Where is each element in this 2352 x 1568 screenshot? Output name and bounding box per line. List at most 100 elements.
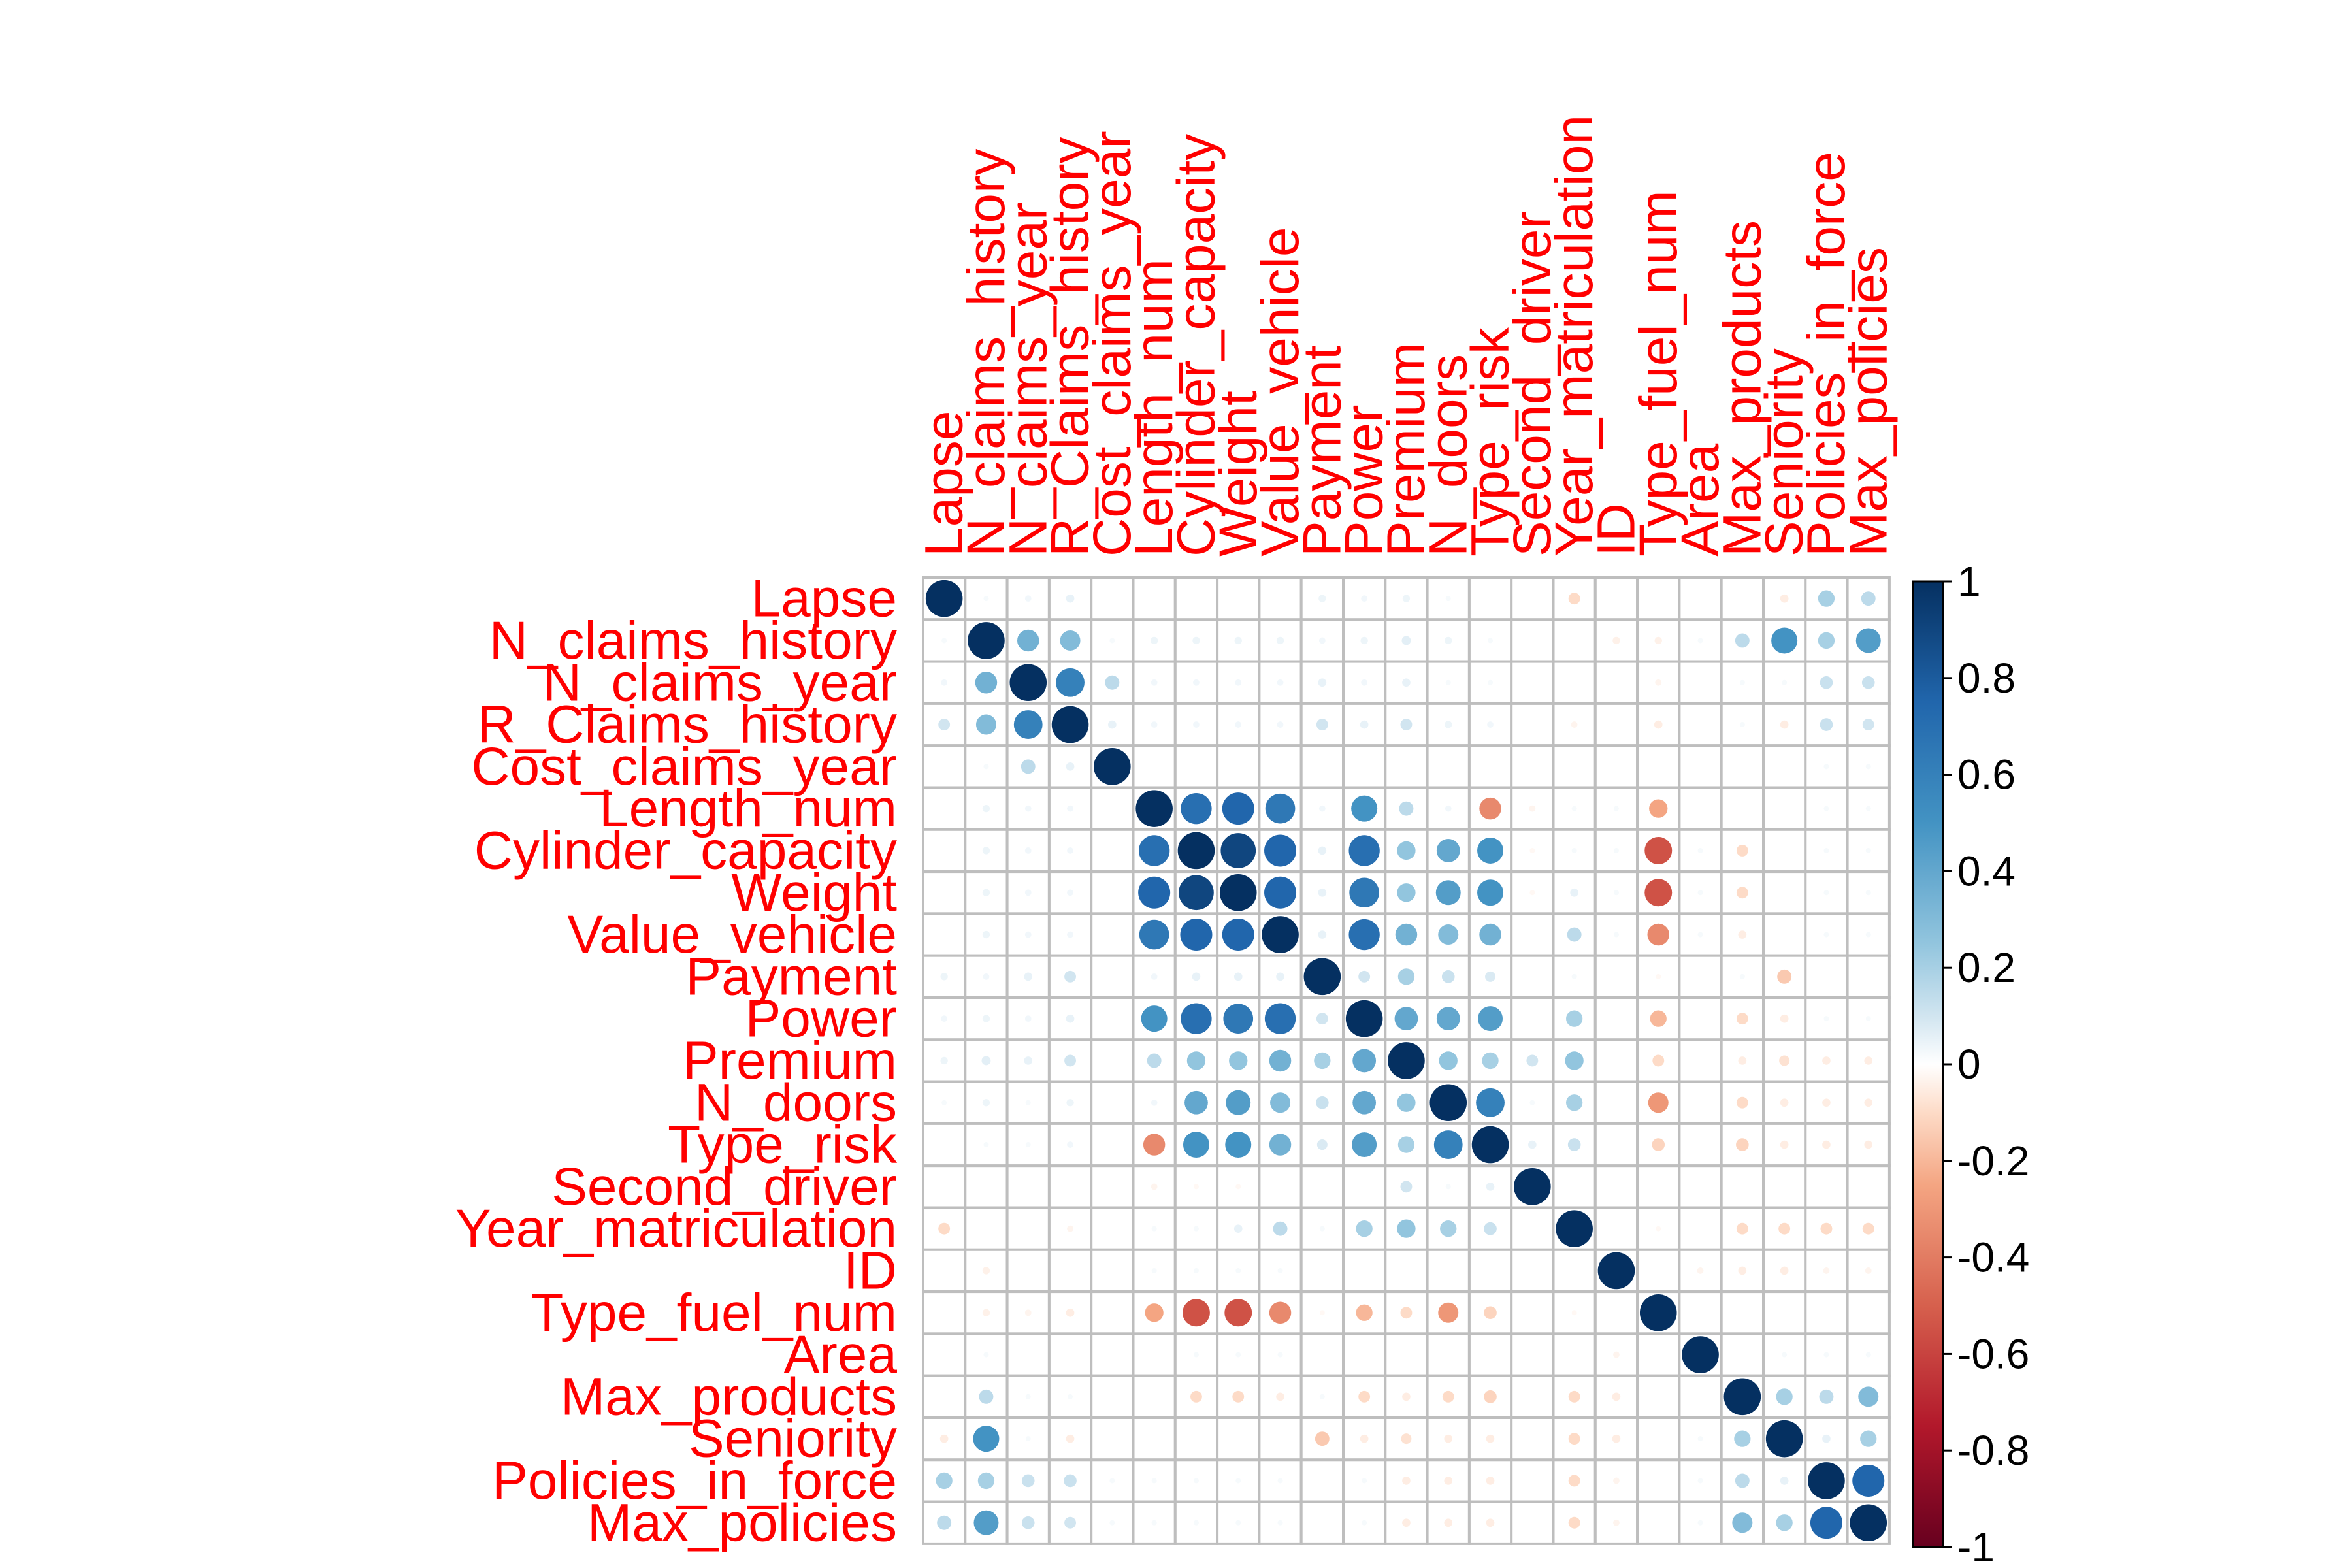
- corr-circle-type-risk-length-num: [1143, 1134, 1166, 1156]
- corr-circle-n-claims-history-area: [1697, 638, 1703, 644]
- column-label-type-fuel-num: Type_fuel_num: [1629, 190, 1688, 557]
- corr-circle-length-num-n-claims-year: [1024, 805, 1032, 812]
- corr-circle-value-vehicle-year-matriculation: [1567, 927, 1582, 942]
- corr-circle-max-policies-premium: [1402, 1518, 1411, 1527]
- column-labels: LapseN_claims_historyN_claims_yearR_Clai…: [915, 115, 1899, 557]
- column-label-n-claims-history: N_claims_history: [956, 149, 1016, 557]
- corr-circle-length-num-max-policies: [1865, 806, 1871, 811]
- corr-circle-n-doors-max-policies: [1864, 1098, 1873, 1107]
- column-label-power: Power: [1335, 405, 1394, 557]
- corr-circle-type-risk-weight: [1225, 1132, 1252, 1158]
- corr-circle-n-claims-year-cylinder-capacity: [1193, 679, 1200, 686]
- corr-circle-max-products-max-products: [1723, 1378, 1761, 1416]
- grid-cell: [1090, 1332, 1135, 1377]
- column-label-seniority: Seniority: [1755, 348, 1814, 557]
- corr-circle-max-policies-seniority: [1776, 1514, 1793, 1531]
- corr-circle-lapse-lapse: [925, 580, 963, 617]
- corr-circle-max-policies-n-doors: [1444, 1518, 1453, 1527]
- grid-cell: [1593, 660, 1639, 705]
- corr-circle-policies-in-force-length-num: [1151, 1478, 1157, 1484]
- corr-circle-length-num-type-fuel-num: [1649, 799, 1668, 818]
- corr-circle-r-claims-history-cost-claims-year: [1108, 720, 1117, 729]
- grid-cell: [1090, 576, 1135, 621]
- corr-circle-lapse-n-claims-year: [1024, 595, 1032, 602]
- corr-circle-n-claims-year-r-claims-history: [1056, 668, 1085, 697]
- corr-circle-year-matriculation-cylinder-capacity: [1193, 1226, 1199, 1232]
- corr-circle-premium-policies-in-force: [1822, 1056, 1831, 1065]
- corr-circle-max-policies-value-vehicle: [1277, 1520, 1283, 1526]
- corr-circle-max-products-n-claims-year: [1025, 1394, 1031, 1399]
- corr-circle-max-products-r-claims-history: [1068, 1394, 1073, 1399]
- corr-circle-power-r-claims-history: [1066, 1014, 1075, 1023]
- corr-circle-lapse-year-matriculation: [1568, 593, 1580, 605]
- corr-circle-policies-in-force-r-claims-history: [1064, 1474, 1077, 1488]
- corr-circle-cylinder-capacity-year-matriculation: [1571, 847, 1577, 853]
- grid-cell: [1678, 744, 1723, 789]
- corr-circle-r-claims-history-policies-in-force: [1820, 718, 1833, 731]
- corr-circle-r-claims-history-cylinder-capacity: [1193, 721, 1200, 728]
- corr-circle-max-policies-power: [1362, 1520, 1367, 1526]
- corr-circle-max-policies-n-claims-history: [973, 1510, 999, 1535]
- corr-circle-policies-in-force-weight: [1235, 1478, 1241, 1484]
- corr-circle-weight-n-claims-history: [982, 889, 990, 896]
- grid-cell: [922, 870, 967, 915]
- corr-circle-policies-in-force-power: [1362, 1478, 1367, 1484]
- column-label-id: ID: [1586, 503, 1646, 557]
- corr-circle-area-area: [1682, 1336, 1719, 1373]
- corr-circle-second-driver-type-risk: [1486, 1183, 1495, 1191]
- grid-cell: [1510, 1248, 1555, 1294]
- grid-cell: [922, 786, 967, 831]
- grid-cell: [1510, 1374, 1555, 1419]
- grid-cell: [1846, 1164, 1891, 1209]
- grid-cell: [1258, 1500, 1303, 1545]
- corr-circle-n-doors-second-driver: [1529, 1100, 1535, 1105]
- grid-cell: [1678, 576, 1723, 621]
- corr-circle-weight-year-matriculation: [1570, 888, 1578, 897]
- corr-circle-length-num-power: [1351, 795, 1378, 822]
- corr-circle-payment-n-doors: [1441, 970, 1455, 983]
- corr-circle-value-vehicle-cylinder-capacity: [1180, 919, 1213, 951]
- corr-circle-power-max-policies: [1865, 1016, 1871, 1022]
- grid-cell: [1762, 870, 1807, 915]
- corr-circle-n-claims-history-max-policies: [1855, 628, 1881, 653]
- grid-cell: [1384, 744, 1429, 789]
- corr-circle-id-max-products: [1738, 1266, 1747, 1275]
- corr-circle-seniority-payment: [1315, 1431, 1330, 1446]
- grid-cell: [1636, 1416, 1681, 1462]
- corr-circle-type-fuel-num-payment: [1319, 1310, 1325, 1316]
- corr-circle-power-payment: [1316, 1013, 1328, 1025]
- corr-circle-n-claims-year-cost-claims-year: [1105, 675, 1120, 690]
- corr-circle-weight-n-claims-year: [1024, 889, 1032, 896]
- corr-circle-n-claims-history-r-claims-history: [1060, 630, 1081, 651]
- corr-circle-area-n-claims-history: [983, 1352, 989, 1358]
- corr-circle-value-vehicle-n-claims-year: [1024, 931, 1032, 938]
- grid-cell: [1299, 1332, 1345, 1377]
- corr-circle-lapse-policies-in-force: [1818, 590, 1835, 607]
- grid-cell: [1258, 1416, 1303, 1462]
- corr-circle-type-fuel-num-cylinder-capacity: [1182, 1299, 1210, 1327]
- grid-cell: [1678, 1080, 1723, 1125]
- corr-circle-length-num-policies-in-force: [1823, 806, 1829, 811]
- grid-cell: [1216, 744, 1261, 789]
- grid-cell: [1005, 1248, 1051, 1294]
- grid-cell: [1047, 1164, 1093, 1209]
- grid-cell: [1636, 576, 1681, 621]
- corr-circle-length-num-year-matriculation: [1571, 806, 1577, 811]
- grid-cell: [1636, 1500, 1681, 1545]
- corr-circle-year-matriculation-n-doors: [1440, 1220, 1457, 1237]
- corr-circle-cylinder-capacity-n-claims-history: [982, 847, 990, 855]
- row-label-area: Area: [784, 1325, 898, 1384]
- corr-circle-power-type-risk: [1478, 1006, 1503, 1032]
- grid-cell: [1593, 954, 1639, 999]
- grid-cell: [1090, 1038, 1135, 1083]
- column-label-policies-in-force: Policies_in_force: [1797, 152, 1856, 557]
- corr-circle-power-policies-in-force: [1823, 1016, 1829, 1022]
- corr-circle-n-claims-year-max-products: [1739, 679, 1745, 685]
- corr-circle-type-risk-second-driver: [1528, 1140, 1537, 1149]
- corr-circle-area-value-vehicle: [1277, 1352, 1283, 1358]
- corr-circle-policies-in-force-seniority: [1780, 1477, 1789, 1485]
- row-label-length-num: Length_num: [599, 779, 897, 838]
- corr-circle-n-doors-type-fuel-num: [1648, 1092, 1669, 1113]
- column-label-area: Area: [1671, 443, 1730, 557]
- corr-circle-cylinder-capacity-n-claims-year: [1024, 847, 1032, 854]
